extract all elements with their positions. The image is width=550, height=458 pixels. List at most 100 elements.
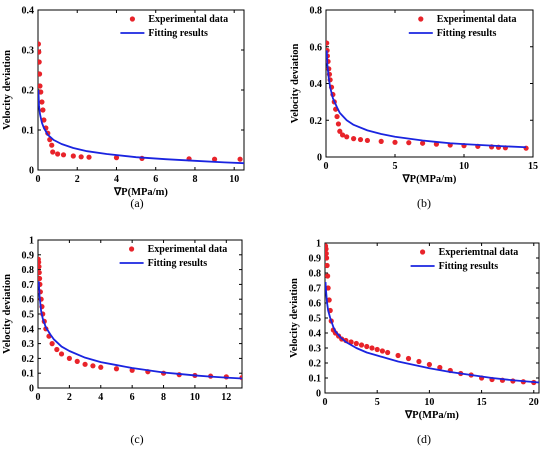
y-tick-label: 0.9 (309, 254, 322, 265)
data-point (325, 262, 330, 269)
data-point (326, 40, 330, 46)
data-point (38, 83, 43, 89)
y-tick-label: 0.4 (22, 6, 35, 17)
panel-caption: (a) (130, 196, 143, 210)
data-point (379, 348, 386, 354)
y-tick-label: 0.6 (22, 295, 35, 306)
y-tick-label: 0 (316, 389, 321, 400)
data-point (374, 346, 380, 353)
legend-label-fitting: Fitting results (148, 258, 208, 269)
y-tick-label: 0.6 (310, 42, 323, 53)
y-axis-label: Velocity deviation (2, 50, 13, 130)
y-tick-label: 0.4 (22, 324, 35, 335)
data-point (326, 297, 332, 303)
data-point (38, 49, 42, 55)
data-point (49, 142, 55, 148)
y-tick-label: 0.1 (22, 126, 35, 137)
data-point (325, 250, 329, 257)
y-axis-label: Velocity deviation (2, 274, 13, 354)
data-point (70, 153, 76, 159)
fitting-curve (325, 281, 539, 384)
y-tick-label: 0.7 (309, 284, 322, 295)
data-point (86, 154, 92, 160)
x-tick-label: 8 (192, 174, 197, 185)
data-point (41, 117, 47, 123)
x-tick-label: 10 (190, 392, 200, 403)
y-tick-label: 0.2 (22, 354, 35, 365)
y-tick-label: 0 (29, 384, 34, 395)
legend-label-experimental: Experimental data (148, 14, 228, 25)
legend-marker-experimental (420, 249, 426, 255)
y-tick-label: 0.2 (22, 86, 35, 97)
series-1 (325, 281, 539, 384)
x-tick-label: 0 (36, 392, 41, 403)
x-tick-label: 6 (153, 174, 158, 185)
data-point (392, 139, 398, 145)
x-tick-label: 0 (36, 174, 41, 185)
data-point (351, 136, 357, 142)
data-point (325, 273, 331, 279)
y-tick-label: 0.2 (310, 116, 323, 127)
series-1 (38, 281, 242, 380)
data-point (237, 156, 243, 162)
y-tick-label: 0.6 (309, 299, 322, 310)
y-tick-label: 0.2 (309, 359, 322, 370)
data-point (98, 364, 104, 370)
y-tick-label: 0.3 (22, 46, 35, 57)
x-tick-label: 2 (75, 174, 80, 185)
data-point (416, 358, 422, 365)
panel-caption: (c) (130, 432, 143, 446)
legend-label-fitting: Fitting results (437, 28, 497, 39)
x-tick-label: 15 (528, 161, 538, 172)
y-axis-label: Velocity deviation (289, 278, 300, 358)
data-point (38, 275, 43, 282)
y-tick-label: 0.8 (309, 269, 322, 280)
x-tick-label: 12 (221, 392, 231, 403)
data-point (420, 140, 426, 146)
data-point (38, 89, 44, 95)
chart-1: 0 5 10 15 0 0.2 0.4 0.6 0.8 ∇P(MPa/m) Velocity dev… (290, 6, 538, 211)
data-point (39, 99, 45, 105)
x-tick-label: 0 (323, 397, 328, 408)
data-point (358, 342, 365, 348)
data-point (406, 140, 412, 146)
y-tick-label: 1 (316, 239, 321, 250)
x-axis-label: ∇P(MPa/m) (113, 186, 168, 198)
data-point (38, 41, 41, 47)
panel-caption: (d) (417, 432, 431, 446)
data-point (339, 132, 346, 138)
chart-2: 0 2 4 6 8 10 12 0 0.1 0.2 0.3 0.4 0.5 0.6 0.7 0.8 0.9 1 Ve… (2, 236, 243, 446)
x-tick-label: 10 (459, 161, 469, 172)
data-point (82, 361, 88, 367)
x-tick-label: 20 (529, 397, 539, 408)
data-point (113, 155, 120, 161)
x-tick-label: 4 (98, 392, 103, 403)
y-tick-label: 1 (29, 236, 34, 247)
x-axis-label: ∇P(MPa/m) (402, 173, 457, 185)
series-1 (38, 89, 244, 165)
data-point (337, 128, 343, 134)
data-point (325, 255, 330, 261)
data-point (405, 355, 412, 362)
legend-label-experimental: Experiemtnal data (439, 247, 519, 258)
data-point (369, 345, 375, 351)
data-point (38, 264, 42, 270)
fitting-curve (38, 281, 242, 380)
y-tick-label: 0.4 (310, 79, 323, 90)
y-tick-label: 0.3 (22, 339, 35, 350)
data-point (40, 107, 46, 113)
data-point (211, 156, 218, 162)
legend-marker-experimental (129, 246, 135, 252)
y-tick-label: 0.8 (22, 265, 35, 276)
y-tick-label: 0.5 (309, 314, 322, 325)
x-tick-label: 10 (424, 397, 434, 408)
legend-label-experimental: Experimental data (437, 14, 517, 25)
data-point (66, 355, 72, 361)
legend-label-experimental: Experimental data (148, 244, 228, 255)
data-point (38, 259, 42, 265)
legend-label-fitting: Fitting results (439, 261, 499, 272)
data-point (357, 136, 364, 143)
data-point (395, 352, 401, 359)
